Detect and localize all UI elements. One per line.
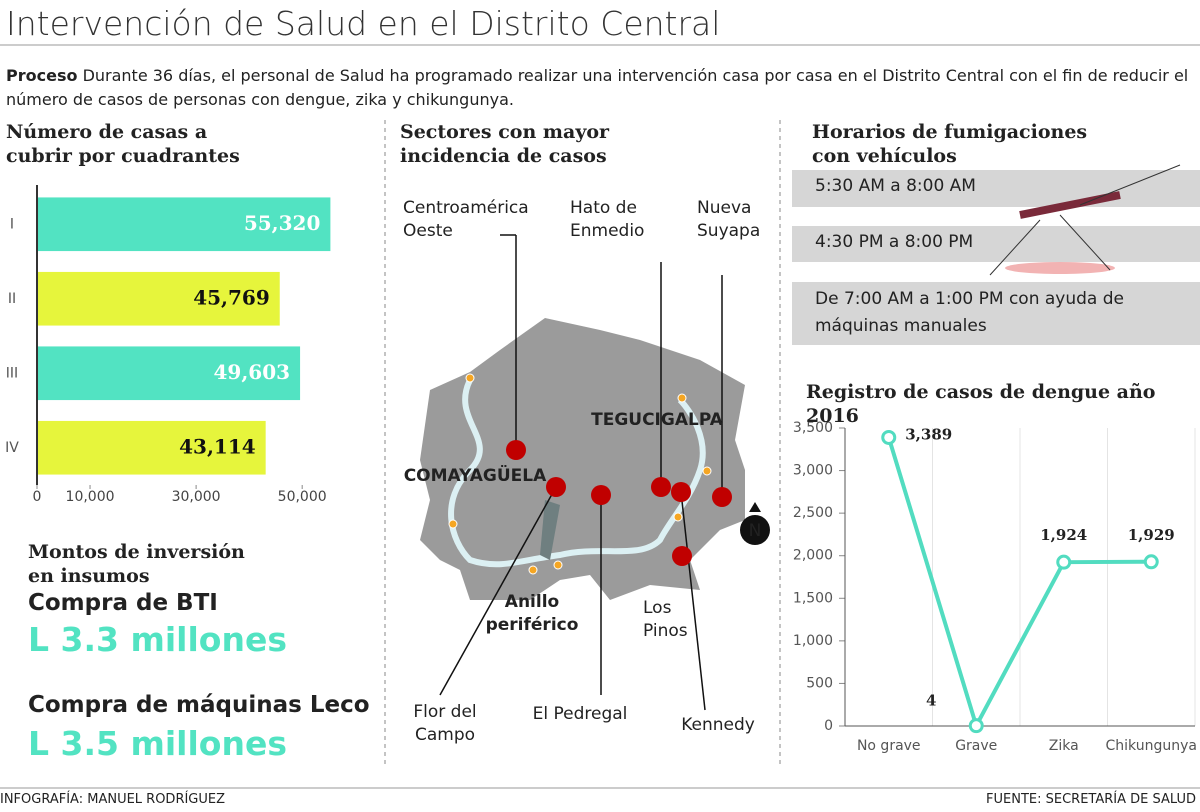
value-label: 4 bbox=[926, 692, 936, 710]
line bbox=[886, 436, 1152, 731]
mosquito bbox=[989, 164, 1181, 276]
x-tick-label: 10,000 bbox=[66, 489, 115, 505]
title: Intervención de Salud en el Distrito Cen… bbox=[6, 4, 721, 43]
map-label: El Pedregal bbox=[533, 704, 628, 724]
y-tick-label: 500 bbox=[806, 675, 833, 691]
source: FUENTE: SECRETARÍA DE SALUD bbox=[986, 792, 1196, 807]
map-label: COMAYAGÜELA bbox=[404, 464, 547, 486]
compass-arrow bbox=[749, 502, 761, 512]
bar bbox=[37, 346, 301, 401]
bar bbox=[37, 420, 266, 475]
x-tick-label: 30,000 bbox=[172, 489, 221, 505]
river bbox=[448, 378, 706, 568]
value-label: 1,924 bbox=[1040, 526, 1087, 544]
category-label: IV bbox=[5, 440, 19, 456]
value-label: 3,389 bbox=[905, 425, 952, 443]
x-tick-label: 0 bbox=[33, 489, 42, 505]
x-tick-label: Chikungunya bbox=[1106, 738, 1197, 754]
value-label: 1,929 bbox=[1128, 526, 1175, 544]
line-title: Registro de casos de dengue año 2016 bbox=[806, 381, 1156, 427]
schedule-bands bbox=[792, 170, 1200, 345]
y-tick-label: 3,500 bbox=[793, 420, 833, 436]
point bbox=[1056, 554, 1072, 570]
map-label: Anillo periférico bbox=[486, 592, 579, 635]
schedule-title: Horarios de fumigaciones con vehículos bbox=[812, 121, 1088, 167]
lake bbox=[540, 500, 560, 560]
x-tick-label: 50,000 bbox=[278, 489, 327, 505]
investment-label: Compra de máquinas Leco bbox=[28, 692, 370, 718]
x-tick-label: Grave bbox=[955, 738, 997, 754]
value-label: 43,114 bbox=[179, 434, 256, 458]
y-tick-label: 1,000 bbox=[793, 633, 833, 649]
map-label: Centroamérica Oeste bbox=[403, 198, 529, 241]
investment-amount: L 3.5 millones bbox=[28, 724, 287, 763]
map-label: N bbox=[749, 521, 762, 541]
investment-amount: L 3.3 millones bbox=[28, 620, 287, 659]
y-tick-label: 2,000 bbox=[793, 548, 833, 564]
intro: Proceso Durante 36 días, el personal de … bbox=[6, 64, 1191, 112]
map-label: Los Pinos bbox=[643, 598, 688, 641]
map-label: TEGUCIGALPA bbox=[591, 410, 724, 430]
compass bbox=[740, 515, 770, 545]
schedule-item: 5:30 AM a 8:00 AM bbox=[815, 176, 976, 196]
y-tick-label: 2,500 bbox=[793, 505, 833, 521]
investment-title: Montos de inversión en insumos bbox=[28, 541, 245, 587]
schedule-item: 4:30 PM a 8:00 PM bbox=[815, 232, 974, 252]
schedule-item: De 7:00 AM a 1:00 PM con ayuda de máquin… bbox=[815, 289, 1124, 336]
x-tick-label: No grave bbox=[857, 738, 921, 754]
value-label: 45,769 bbox=[193, 285, 270, 309]
map-label: Nueva Suyapa bbox=[697, 198, 760, 241]
intro-text: Durante 36 días, el personal de Salud ha… bbox=[6, 66, 1189, 109]
investment-label: Compra de BTI bbox=[28, 590, 218, 616]
value-label: 55,320 bbox=[244, 211, 321, 235]
category-label: II bbox=[8, 291, 16, 307]
bar-title: Número de casas a cubrir por cuadrantes bbox=[6, 121, 240, 167]
y-tick-label: 1,500 bbox=[793, 590, 833, 606]
map bbox=[420, 234, 770, 711]
y-tick-label: 0 bbox=[824, 718, 833, 734]
value-label: 49,603 bbox=[214, 360, 291, 384]
point bbox=[1143, 554, 1159, 570]
bar bbox=[37, 197, 331, 252]
lead: Proceso bbox=[6, 66, 78, 85]
y-tick-label: 3,000 bbox=[793, 463, 833, 479]
credit: INFOGRAFÍA: MANUEL RODRÍGUEZ bbox=[0, 792, 226, 807]
point bbox=[968, 718, 984, 734]
map-label: Kennedy bbox=[681, 715, 755, 735]
map-label: Flor del Campo bbox=[413, 702, 476, 745]
bar bbox=[37, 271, 280, 326]
category-label: III bbox=[6, 365, 18, 381]
x-tick-label: Zika bbox=[1049, 738, 1079, 754]
map-label: Hato de Enmedio bbox=[570, 198, 644, 241]
point bbox=[881, 429, 897, 445]
map-title: Sectores con mayor incidencia de casos bbox=[400, 121, 610, 167]
category-label: I bbox=[10, 216, 14, 232]
